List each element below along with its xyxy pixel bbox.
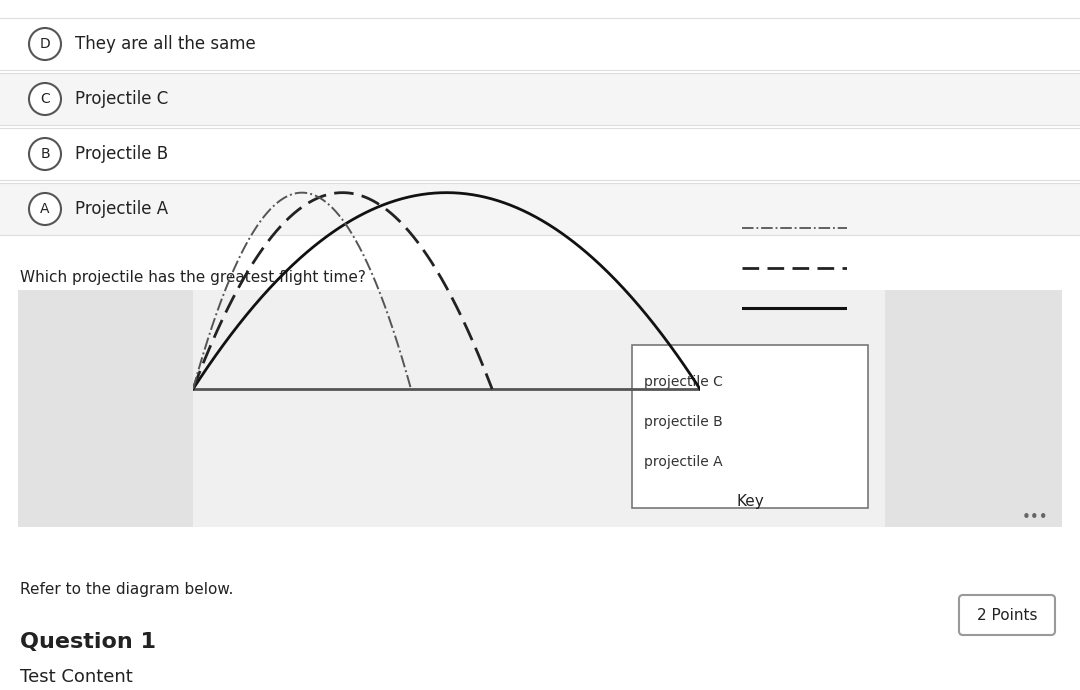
Circle shape: [29, 28, 60, 60]
Text: Projectile A: Projectile A: [75, 200, 168, 218]
Bar: [18, 290, 1062, 527]
Circle shape: [29, 83, 60, 115]
Text: A: A: [40, 202, 50, 216]
Bar: [885, 290, 1062, 527]
Text: •••: •••: [1022, 510, 1048, 525]
Text: Refer to the diagram below.: Refer to the diagram below.: [21, 582, 233, 597]
Text: Which projectile has the greatest flight time?: Which projectile has the greatest flight…: [21, 270, 366, 285]
Bar: [632, 345, 868, 508]
Circle shape: [29, 193, 60, 225]
Bar: [0, 18, 1080, 70]
Bar: [0, 183, 1080, 235]
Text: Projectile C: Projectile C: [75, 90, 168, 108]
Text: Question 1: Question 1: [21, 632, 156, 652]
Bar: [18, 290, 193, 527]
Bar: [0, 73, 1080, 125]
Text: They are all the same: They are all the same: [75, 35, 256, 53]
Text: projectile B: projectile B: [644, 415, 723, 429]
Bar: [0, 128, 1080, 180]
Text: D: D: [40, 37, 51, 51]
Text: Key: Key: [737, 494, 764, 509]
Circle shape: [29, 138, 60, 170]
Text: 2 Points: 2 Points: [976, 607, 1037, 622]
Text: Projectile B: Projectile B: [75, 145, 168, 163]
Text: Test Content: Test Content: [21, 668, 133, 686]
FancyBboxPatch shape: [959, 595, 1055, 635]
Text: B: B: [40, 147, 50, 161]
Text: C: C: [40, 92, 50, 106]
Text: projectile C: projectile C: [644, 375, 723, 389]
Text: projectile A: projectile A: [644, 455, 723, 469]
